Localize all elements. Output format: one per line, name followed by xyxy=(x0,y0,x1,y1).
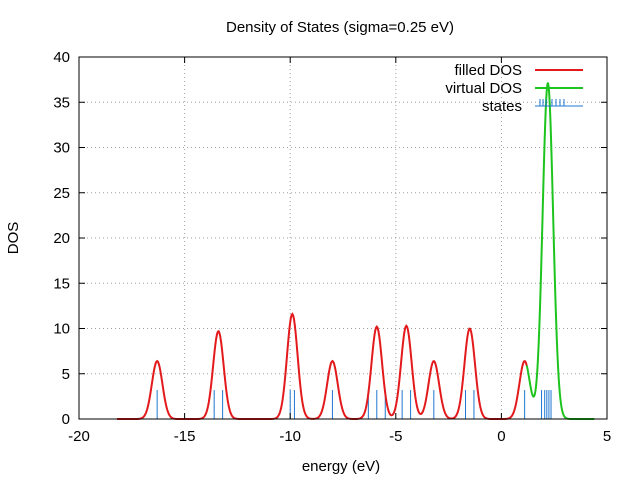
axis-ticks: -20 -15 -10 -5 0 5 0 5 10 15 20 25 30 35 40 xyxy=(53,49,611,445)
grid xyxy=(79,57,607,419)
x-tick-label: -10 xyxy=(279,428,301,445)
x-tick-label: -20 xyxy=(68,428,90,445)
y-axis-label: DOS xyxy=(5,222,22,255)
x-tick-label: 5 xyxy=(603,428,611,445)
legend-virtual-dos-label: virtual DOS xyxy=(445,80,522,97)
legend-states-label: states xyxy=(482,98,522,115)
y-tick-label: 30 xyxy=(53,140,70,157)
y-tick-label: 10 xyxy=(53,321,70,338)
y-tick-label: 15 xyxy=(53,275,70,292)
x-axis-label: energy (eV) xyxy=(302,458,380,475)
y-tick-label: 0 xyxy=(62,411,70,428)
x-tick-label: -15 xyxy=(174,428,196,445)
y-tick-label: 5 xyxy=(62,366,70,383)
plot-data xyxy=(117,82,595,420)
chart-title: Density of States (sigma=0.25 eV) xyxy=(226,19,454,36)
y-tick-label: 25 xyxy=(53,185,70,202)
x-tick-label: 0 xyxy=(497,428,505,445)
y-tick-label: 20 xyxy=(53,230,70,247)
virtual-dos-line xyxy=(525,82,595,420)
legend-filled-dos-label: filled DOS xyxy=(454,62,522,79)
x-tick-label: -5 xyxy=(389,428,402,445)
y-tick-label: 40 xyxy=(53,49,70,66)
y-tick-label: 35 xyxy=(53,94,70,111)
